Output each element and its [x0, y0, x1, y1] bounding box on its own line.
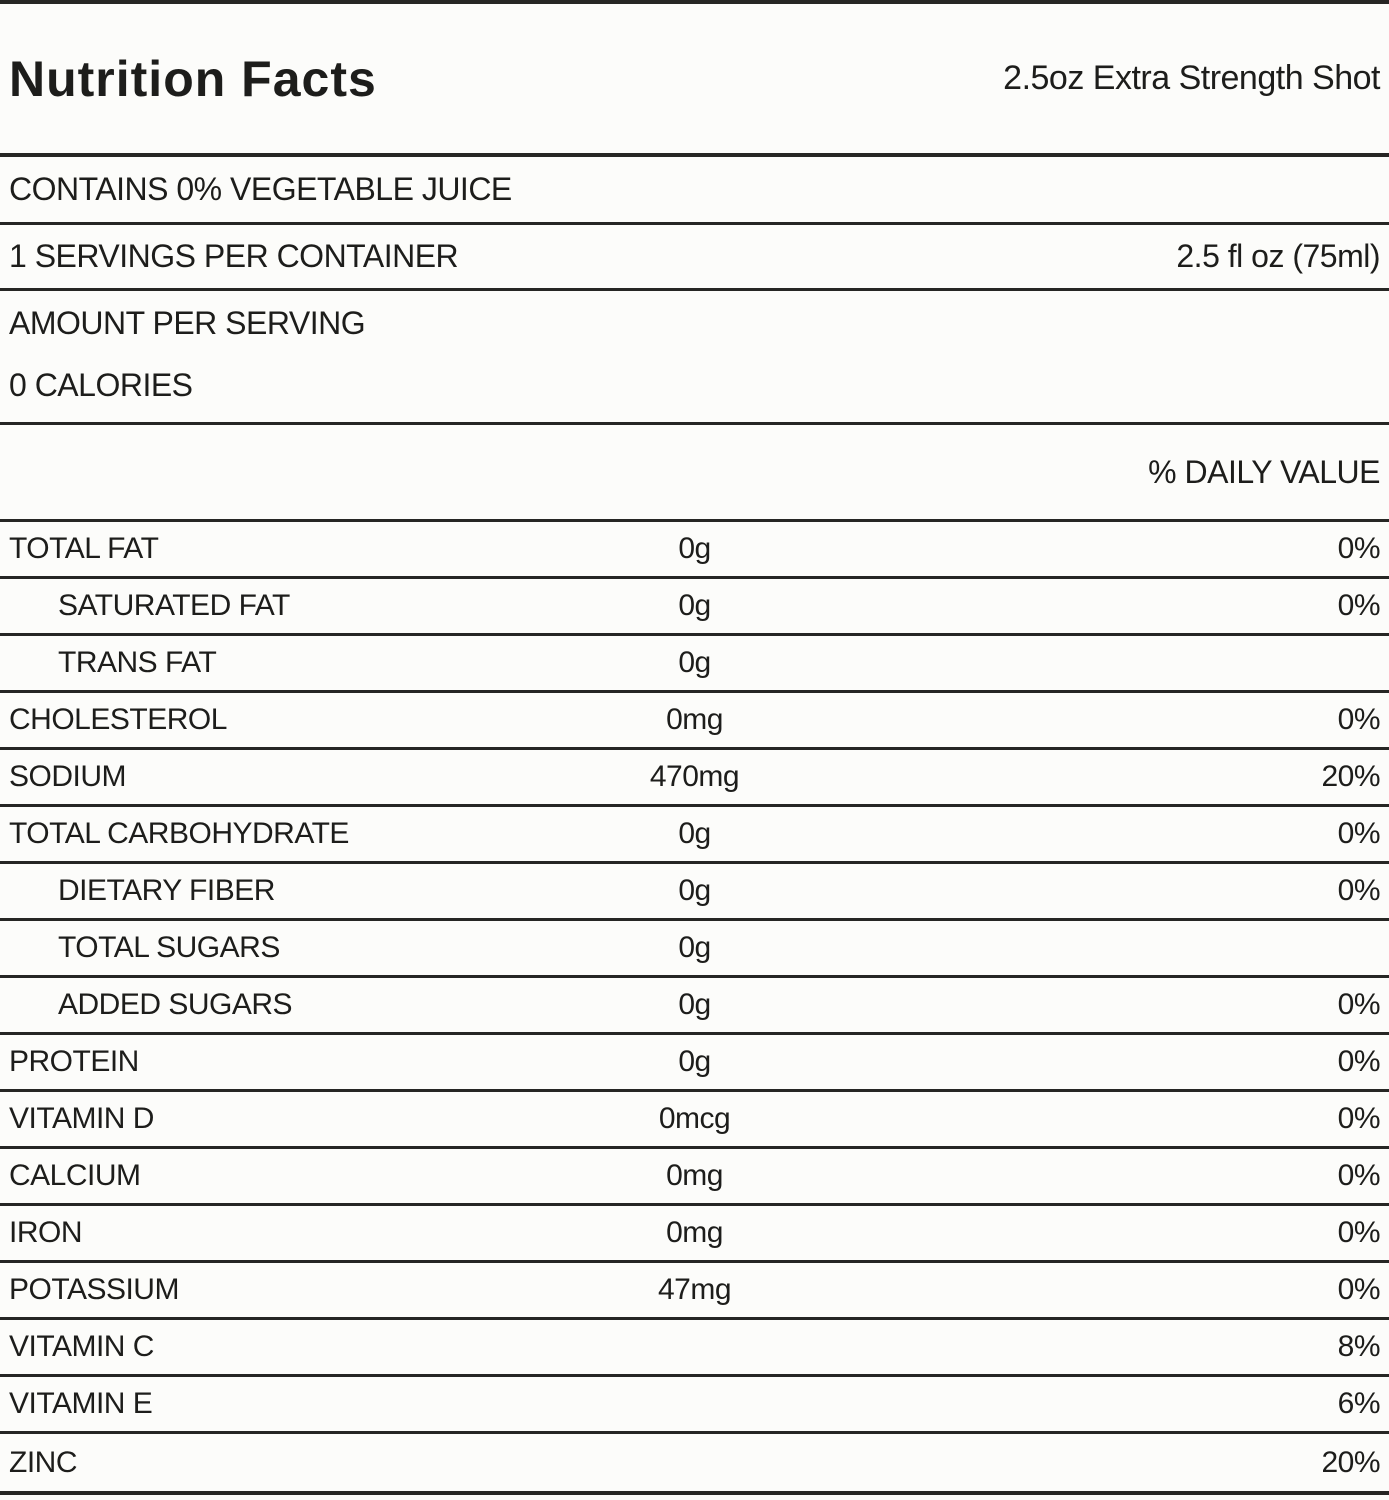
- nutrient-row: VITAMIN E 6%: [0, 1377, 1389, 1434]
- nutrient-amount: 0g: [678, 931, 711, 964]
- nutrient-amount: 0g: [678, 646, 711, 679]
- nutrient-amount: 0g: [678, 1045, 711, 1078]
- nutrient-row: PROTEIN 0g 0%: [0, 1035, 1389, 1092]
- label-title: Nutrition Facts: [9, 50, 377, 107]
- label-header: Nutrition Facts 2.5oz Extra Strength Sho…: [0, 4, 1389, 157]
- nutrient-daily-value: 0%: [1337, 874, 1381, 907]
- product-name: 2.5oz Extra Strength Shot: [1003, 59, 1380, 97]
- nutrient-row: CALCIUM 0mg 0%: [0, 1149, 1389, 1206]
- contains-statement: CONTAINS 0% VEGETABLE JUICE: [0, 157, 1389, 225]
- nutrient-daily-value: 0%: [1337, 1159, 1381, 1192]
- nutrient-amount: 0g: [678, 988, 711, 1021]
- nutrient-row: SATURATED FAT 0g 0%: [0, 579, 1389, 636]
- nutrient-row: SODIUM 470mg 20%: [0, 750, 1389, 807]
- nutrient-row: DIETARY FIBER 0g 0%: [0, 864, 1389, 921]
- nutrient-daily-value: 0%: [1337, 988, 1381, 1021]
- nutrient-daily-value: 20%: [1321, 1445, 1380, 1479]
- calories-value: 0 CALORIES: [9, 367, 193, 403]
- nutrient-name: POTASSIUM: [9, 1273, 179, 1306]
- nutrient-name: DIETARY FIBER: [58, 874, 275, 907]
- nutrient-row: VITAMIN D 0mcg 0%: [0, 1092, 1389, 1149]
- nutrient-row: TOTAL CARBOHYDRATE 0g 0%: [0, 807, 1389, 864]
- nutrient-row: VITAMIN C 8%: [0, 1320, 1389, 1377]
- daily-value-header-text: % DAILY VALUE: [1148, 453, 1380, 490]
- nutrient-name: ADDED SUGARS: [58, 988, 293, 1021]
- servings-per-container: 1 SERVINGS PER CONTAINER: [9, 238, 459, 274]
- nutrient-name: VITAMIN E: [9, 1387, 153, 1420]
- nutrient-daily-value: 6%: [1337, 1387, 1381, 1420]
- nutrient-daily-value: 0%: [1337, 1273, 1381, 1306]
- nutrient-amount: 0mcg: [658, 1102, 731, 1135]
- nutrient-name: VITAMIN D: [9, 1102, 154, 1135]
- nutrient-row: TRANS FAT 0g: [0, 636, 1389, 693]
- nutrient-name: VITAMIN C: [9, 1330, 154, 1363]
- daily-value-header: % DAILY VALUE: [0, 425, 1389, 522]
- servings-row: 1 SERVINGS PER CONTAINER 2.5 fl oz (75ml…: [0, 225, 1389, 291]
- nutrient-amount: 0g: [678, 589, 711, 622]
- nutrient-daily-value: 0%: [1337, 532, 1381, 565]
- nutrient-daily-value: 20%: [1321, 760, 1380, 793]
- nutrient-daily-value: 8%: [1337, 1330, 1381, 1363]
- nutrient-daily-value: 0%: [1337, 1045, 1381, 1078]
- nutrient-name: SODIUM: [9, 760, 126, 793]
- nutrient-name: TOTAL FAT: [9, 532, 159, 565]
- nutrient-row: IRON 0mg 0%: [0, 1206, 1389, 1263]
- nutrient-row: TOTAL FAT 0g 0%: [0, 522, 1389, 579]
- nutrient-name: TOTAL CARBOHYDRATE: [9, 817, 349, 850]
- nutrient-amount: 0mg: [666, 1216, 723, 1249]
- nutrient-daily-value: 0%: [1337, 817, 1381, 850]
- nutrient-name: CHOLESTEROL: [9, 703, 227, 736]
- nutrient-amount: 0g: [678, 817, 711, 850]
- nutrient-name: TOTAL SUGARS: [58, 931, 280, 964]
- nutrient-row: ZINC 20%: [0, 1434, 1389, 1491]
- nutrient-rows: TOTAL FAT 0g 0% SATURATED FAT 0g 0% TRAN…: [0, 522, 1389, 1491]
- nutrient-row: POTASSIUM 47mg 0%: [0, 1263, 1389, 1320]
- nutrient-amount: 0mg: [666, 703, 723, 736]
- nutrient-name: SATURATED FAT: [58, 589, 290, 622]
- nutrient-name: TRANS FAT: [58, 646, 217, 679]
- nutrient-row: TOTAL SUGARS 0g: [0, 921, 1389, 978]
- amount-per-serving-section: AMOUNT PER SERVING 0 CALORIES: [0, 291, 1389, 425]
- serving-size: 2.5 fl oz (75ml): [1176, 238, 1380, 274]
- amount-per-serving-label: AMOUNT PER SERVING: [9, 305, 366, 341]
- nutrient-amount: 470mg: [649, 760, 740, 793]
- nutrient-row: CHOLESTEROL 0mg 0%: [0, 693, 1389, 750]
- nutrient-amount: 0g: [678, 532, 711, 565]
- nutrient-name: PROTEIN: [9, 1045, 139, 1078]
- contains-statement-text: CONTAINS 0% VEGETABLE JUICE: [9, 171, 512, 207]
- nutrient-daily-value: 0%: [1337, 703, 1381, 736]
- nutrient-amount: 0g: [678, 874, 711, 907]
- nutrient-daily-value: 0%: [1337, 589, 1381, 622]
- nutrient-daily-value: 0%: [1337, 1102, 1381, 1135]
- nutrient-name: ZINC: [9, 1445, 77, 1479]
- nutrient-amount: 0mg: [666, 1159, 723, 1192]
- nutrient-row: ADDED SUGARS 0g 0%: [0, 978, 1389, 1035]
- nutrient-name: CALCIUM: [9, 1159, 141, 1192]
- nutrient-daily-value: 0%: [1337, 1216, 1381, 1249]
- nutrient-amount: 47mg: [657, 1273, 732, 1306]
- nutrient-name: IRON: [9, 1216, 82, 1249]
